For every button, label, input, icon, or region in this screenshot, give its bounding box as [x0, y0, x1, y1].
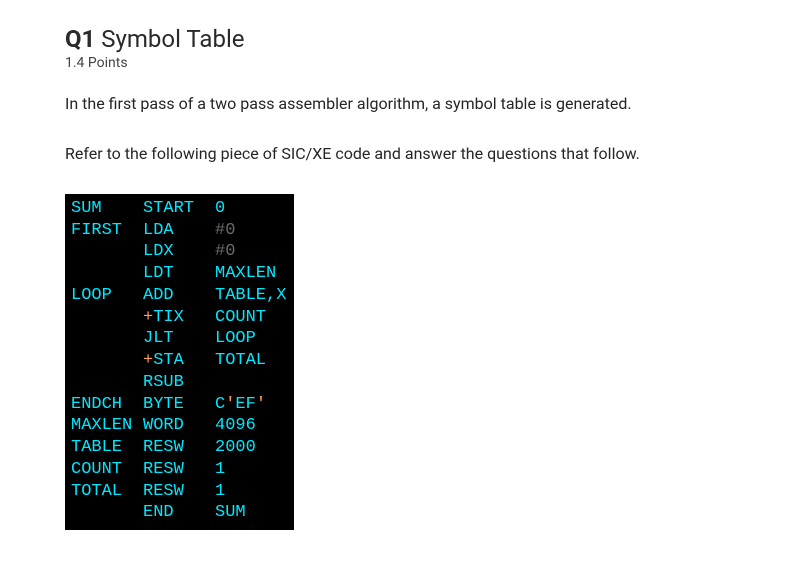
code-arg: LOOP — [215, 328, 256, 350]
code-line: COUNTRESW 1 — [71, 459, 286, 481]
code-op-text: END — [143, 503, 174, 522]
code-op: LDA — [143, 220, 215, 242]
code-label — [71, 307, 143, 329]
code-line: LDX #0 — [71, 241, 286, 263]
code-line: RSUB — [71, 372, 286, 394]
code-block: SUMSTART0FIRSTLDA#0LDX#0LDTMAXLENLOOPADD… — [65, 194, 294, 530]
code-op: END — [143, 502, 215, 524]
code-label — [71, 328, 143, 350]
code-arg: 4096 — [215, 415, 256, 437]
code-op: ADD — [143, 285, 215, 307]
code-op: RESW — [143, 459, 215, 481]
code-label: COUNT — [71, 459, 143, 481]
code-arg: 2000 — [215, 437, 256, 459]
code-arg: 1 — [215, 481, 225, 503]
code-op: RESW — [143, 481, 215, 503]
code-op: START — [143, 198, 215, 220]
code-op-text: JLT — [143, 329, 174, 348]
code-line: MAXLENWORD 4096 — [71, 415, 286, 437]
code-arg: TABLE,X — [215, 285, 286, 307]
code-op-text: ADD — [143, 286, 174, 305]
code-label — [71, 502, 143, 524]
code-label: TOTAL — [71, 481, 143, 503]
plus-icon: + — [143, 351, 153, 370]
code-op: +STA — [143, 350, 215, 372]
code-arg: 0 — [215, 198, 225, 220]
code-line: END SUM — [71, 502, 286, 524]
question-paragraph-1: In the first pass of a two pass assemble… — [65, 93, 732, 115]
code-op-text: LDX — [143, 242, 174, 261]
code-op-text: RESW — [143, 482, 184, 501]
code-op-text: WORD — [143, 416, 184, 435]
code-op: BYTE — [143, 394, 215, 416]
code-label: TABLE — [71, 437, 143, 459]
code-arg: 1 — [215, 459, 225, 481]
code-op: LDT — [143, 263, 215, 285]
code-arg-text: EF — [235, 395, 255, 414]
code-arg-text: C — [215, 395, 225, 414]
code-op-text: START — [143, 199, 194, 218]
code-label — [71, 263, 143, 285]
code-op-text: RSUB — [143, 373, 184, 392]
code-line: LDT MAXLEN — [71, 263, 286, 285]
plus-icon: + — [143, 308, 153, 327]
code-line: JLT LOOP — [71, 328, 286, 350]
code-label — [71, 350, 143, 372]
code-op: RESW — [143, 437, 215, 459]
code-arg: MAXLEN — [215, 263, 276, 285]
question-container: Q1 Symbol Table 1.4 Points In the first … — [0, 0, 792, 570]
code-op: LDX — [143, 241, 215, 263]
code-op: JLT — [143, 328, 215, 350]
code-arg: #0 — [215, 220, 235, 242]
code-op-text: RESW — [143, 460, 184, 479]
code-label: FIRST — [71, 220, 143, 242]
code-op-text: RESW — [143, 438, 184, 457]
question-paragraph-2: Refer to the following piece of SIC/XE c… — [65, 143, 732, 165]
code-op-text: LDA — [143, 221, 174, 240]
code-line: +TIXCOUNT — [71, 307, 286, 329]
code-label — [71, 241, 143, 263]
code-arg: TOTAL — [215, 350, 266, 372]
code-label: LOOP — [71, 285, 143, 307]
question-title: Symbol Table — [101, 25, 244, 53]
code-label — [71, 372, 143, 394]
code-arg: COUNT — [215, 307, 266, 329]
code-op-text: LDT — [143, 264, 174, 283]
code-line: TOTALRESW 1 — [71, 481, 286, 503]
quote-icon: ' — [225, 395, 235, 414]
code-label: MAXLEN — [71, 415, 143, 437]
code-op: +TIX — [143, 307, 215, 329]
code-arg: #0 — [215, 241, 235, 263]
code-op: WORD — [143, 415, 215, 437]
question-heading: Q1 Symbol Table — [65, 25, 732, 53]
code-op-text: TIX — [153, 308, 184, 327]
code-arg: SUM — [215, 502, 246, 524]
code-line: +STATOTAL — [71, 350, 286, 372]
code-line: ENDCHBYTEC'EF' — [71, 394, 286, 416]
code-arg: C'EF' — [215, 394, 266, 416]
question-points: 1.4 Points — [65, 55, 732, 71]
code-op-text: BYTE — [143, 395, 184, 414]
quote-icon: ' — [256, 395, 266, 414]
code-label: ENDCH — [71, 394, 143, 416]
code-op-text: STA — [153, 351, 184, 370]
code-op: RSUB — [143, 372, 215, 394]
question-number: Q1 — [65, 25, 95, 53]
code-line: LOOPADD TABLE,X — [71, 285, 286, 307]
code-line: FIRSTLDA #0 — [71, 220, 286, 242]
code-label: SUM — [71, 198, 143, 220]
code-line: SUMSTART 0 — [71, 198, 286, 220]
code-line: TABLERESW 2000 — [71, 437, 286, 459]
